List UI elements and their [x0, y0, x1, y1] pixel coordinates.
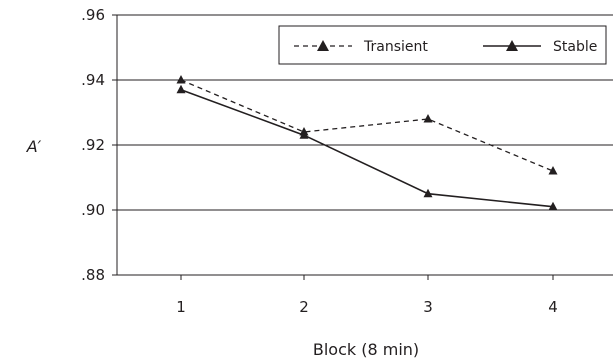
- data-point-stable: [548, 201, 558, 211]
- legend-label-transient: Transient: [363, 39, 428, 55]
- y-tick-label: .92: [81, 136, 105, 154]
- y-tick-labels: .88 .90 .92 .94 .96: [81, 6, 105, 284]
- data-point-transient: [176, 75, 186, 84]
- x-tick-label: 1: [176, 298, 186, 316]
- x-tick-label: 3: [423, 298, 433, 316]
- y-axis-title: A′: [26, 137, 42, 156]
- x-tick-label: 4: [548, 298, 558, 316]
- data-point-stable: [176, 84, 186, 94]
- legend-marker-transient: [317, 40, 329, 51]
- data-point-stable: [423, 188, 433, 198]
- y-tick-label: .88: [81, 266, 105, 284]
- y-tick-label: .94: [81, 71, 105, 89]
- legend-marker-stable: [506, 40, 518, 51]
- data-point-transient: [548, 166, 558, 175]
- series-group: [176, 75, 558, 211]
- y-tick-label: .96: [81, 6, 105, 24]
- legend-label-stable: Stable: [553, 39, 597, 55]
- data-point-stable: [299, 130, 309, 139]
- data-point-transient: [423, 114, 433, 123]
- x-tick-labels: 1 2 3 4: [176, 298, 558, 316]
- legend-box: [278, 25, 607, 65]
- x-tick-label: 2: [299, 298, 309, 316]
- series-line-stable: [180, 88, 554, 208]
- series-line-transient: [180, 79, 554, 172]
- axes: [112, 14, 613, 280]
- x-axis-title: Block (8 min): [313, 340, 419, 359]
- y-tick-label: .90: [81, 201, 105, 219]
- gridlines: [117, 14, 613, 211]
- legend: Transient Stable: [278, 25, 607, 65]
